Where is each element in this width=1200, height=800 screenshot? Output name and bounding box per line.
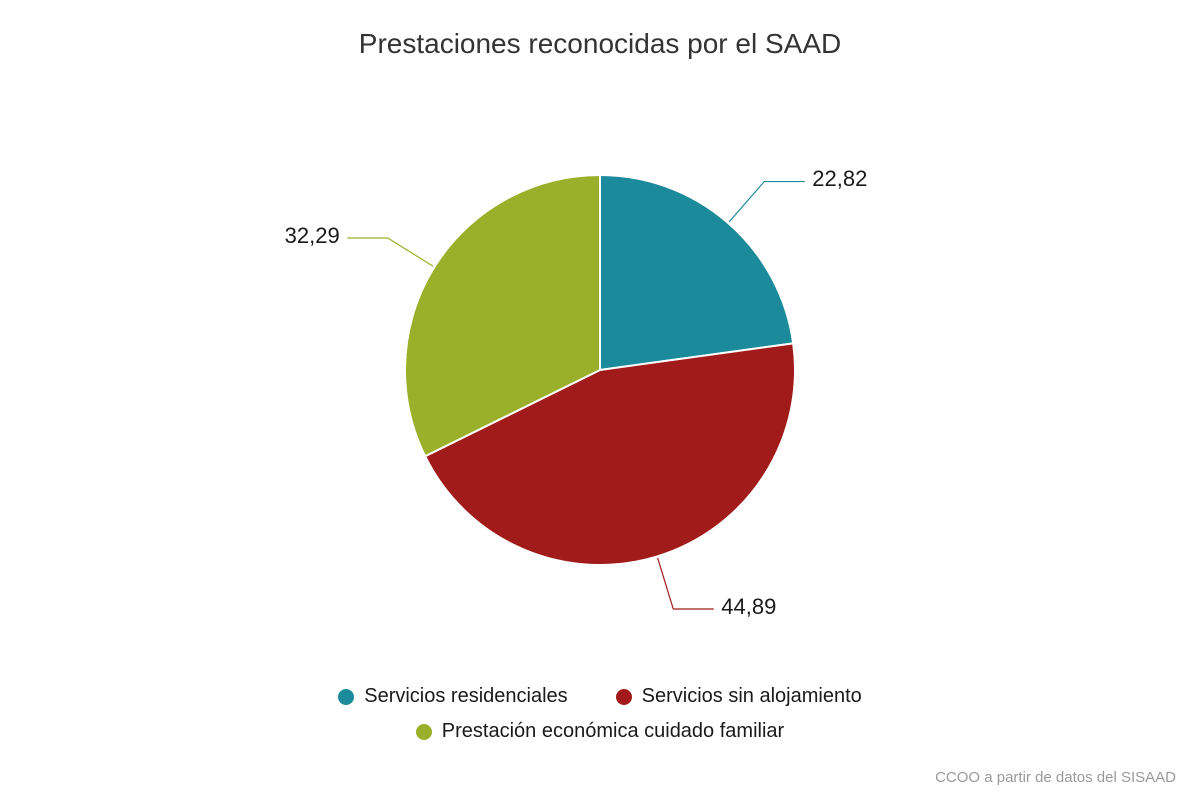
leader-line — [729, 182, 804, 222]
leader-line — [658, 558, 714, 609]
legend-item: Servicios sin alojamiento — [616, 685, 862, 708]
legend-swatch — [616, 689, 632, 705]
legend-label: Servicios residenciales — [364, 685, 567, 708]
legend: Servicios residenciales Servicios sin alo… — [300, 685, 900, 743]
leader-lines — [0, 0, 1200, 800]
legend-label: Servicios sin alojamiento — [642, 685, 862, 708]
slice-value-label: 32,29 — [285, 223, 340, 249]
legend-swatch — [338, 689, 354, 705]
source-attribution: CCOO a partir de datos del SISAAD — [935, 769, 1176, 786]
legend-label: Prestación económica cuidado familiar — [442, 720, 784, 743]
legend-swatch — [416, 724, 432, 740]
legend-item: Servicios residenciales — [338, 685, 567, 708]
leader-line — [348, 238, 433, 266]
slice-value-label: 44,89 — [721, 594, 776, 620]
slice-value-label: 22,82 — [812, 166, 867, 192]
legend-item: Prestación económica cuidado familiar — [416, 720, 784, 743]
